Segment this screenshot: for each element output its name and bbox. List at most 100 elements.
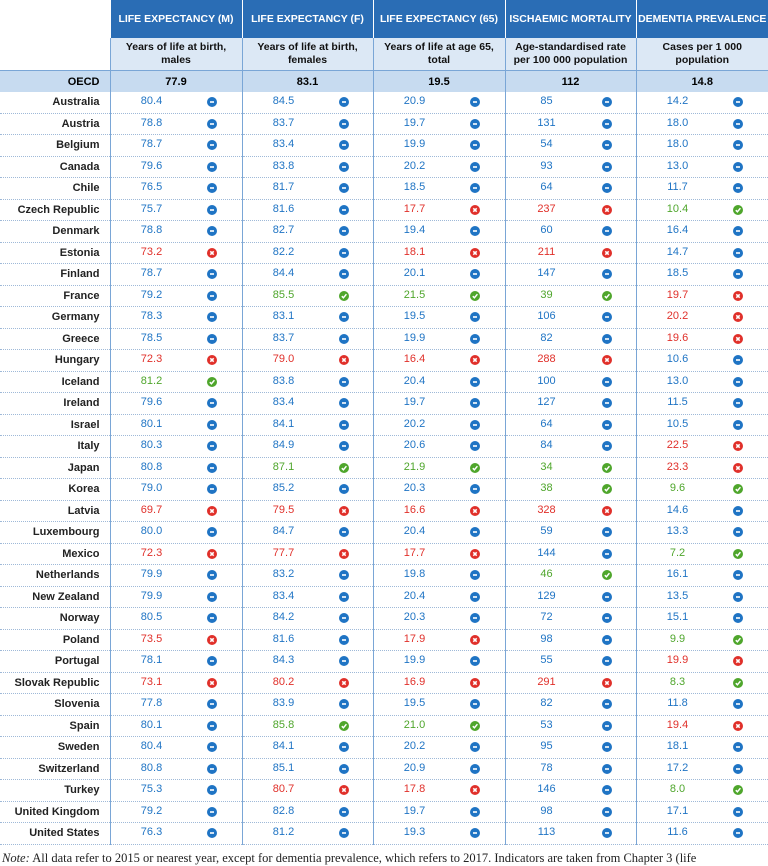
status-icon — [339, 119, 349, 129]
indicator-cell: 80.0 — [110, 522, 242, 544]
indicator-cell: 14.7 — [636, 242, 768, 264]
cell-box: 21.5 — [374, 286, 505, 306]
indicator-cell: 83.1 — [242, 307, 373, 329]
indicator-cell: 16.1 — [636, 565, 768, 587]
status-icon — [733, 828, 743, 838]
cell-value: 18.5 — [637, 267, 719, 279]
country-name: Japan — [0, 457, 110, 479]
indicator-cell: 15.1 — [636, 608, 768, 630]
cell-value: 55 — [506, 654, 588, 666]
cell-value: 13.3 — [637, 525, 719, 537]
cell-value: 84.1 — [243, 418, 325, 430]
cell-value: 13.5 — [637, 590, 719, 602]
icon — [733, 183, 743, 193]
icon — [470, 506, 480, 516]
status-icon — [602, 699, 612, 709]
icon — [339, 527, 349, 537]
cell-value: 19.4 — [374, 224, 456, 236]
icon — [470, 420, 480, 430]
status-icon — [207, 613, 217, 623]
cell-value: 11.7 — [637, 181, 719, 193]
page: {"table":{ "header":[ {"title":"LIFE EXP… — [0, 0, 768, 838]
country-name: Switzerland — [0, 758, 110, 780]
status-icon — [339, 721, 349, 731]
indicator-cell: 17.9 — [373, 629, 505, 651]
cell-value: 83.4 — [243, 138, 325, 150]
cell-box: 18.1 — [637, 737, 768, 757]
icon — [733, 570, 743, 580]
cell-value: 19.7 — [637, 289, 719, 301]
icon — [470, 441, 480, 451]
cell-box: 79.9 — [111, 565, 242, 585]
icon — [733, 162, 743, 172]
cell-box: 20.4 — [374, 522, 505, 542]
cell-value: 79.9 — [111, 590, 193, 602]
status-icon — [339, 420, 349, 430]
indicator-cell: 85 — [505, 92, 636, 113]
cell-box: 18.1 — [374, 243, 505, 263]
cell-value: 17.8 — [374, 783, 456, 795]
cell-box: 131 — [506, 114, 636, 134]
icon — [207, 226, 217, 236]
status-icon — [339, 828, 349, 838]
cell-box: 19.4 — [637, 716, 768, 736]
icon — [470, 807, 480, 817]
status-icon — [733, 269, 743, 279]
indicator-cell: 84.7 — [242, 522, 373, 544]
icon — [339, 463, 349, 473]
icon — [602, 635, 612, 645]
icon — [470, 527, 480, 537]
indicator-cell: 13.3 — [636, 522, 768, 544]
icon — [602, 764, 612, 774]
icon — [207, 721, 217, 731]
icon — [470, 355, 480, 365]
footnote: Note: All data refer to 2015 or nearest … — [0, 845, 768, 866]
cell-value: 9.6 — [637, 482, 719, 494]
cell-box: 328 — [506, 501, 636, 521]
status-icon — [733, 807, 743, 817]
cell-box: 20.4 — [374, 372, 505, 392]
status-icon — [602, 441, 612, 451]
icon — [207, 97, 217, 107]
cell-box: 79.9 — [111, 587, 242, 607]
status-icon — [339, 226, 349, 236]
icon — [339, 592, 349, 602]
cell-value: 18.1 — [374, 246, 456, 258]
cell-value: 20.9 — [374, 762, 456, 774]
indicator-cell: 17.8 — [373, 780, 505, 802]
cell-box: 146 — [506, 780, 636, 800]
indicator-cell: 84.5 — [242, 92, 373, 113]
cell-box: 84.9 — [243, 436, 373, 456]
country-name: Turkey — [0, 780, 110, 802]
indicator-cell: 72.3 — [110, 543, 242, 565]
cell-value: 17.1 — [637, 805, 719, 817]
icon — [207, 248, 217, 258]
status-icon — [339, 463, 349, 473]
cell-box: 20.2 — [374, 157, 505, 177]
icon — [733, 613, 743, 623]
cell-box: 76.3 — [111, 823, 242, 843]
oecd-value: 112 — [505, 71, 636, 93]
cell-value: 18.0 — [637, 138, 719, 150]
country-name: New Zealand — [0, 586, 110, 608]
status-icon — [470, 463, 480, 473]
cell-box: 14.2 — [637, 92, 768, 112]
status-icon — [339, 291, 349, 301]
status-icon — [339, 527, 349, 537]
indicator-cell: 82.8 — [242, 801, 373, 823]
cell-box: 20.2 — [637, 307, 768, 327]
indicator-cell: 13.0 — [636, 156, 768, 178]
cell-value: 83.7 — [243, 332, 325, 344]
cell-value: 80.3 — [111, 439, 193, 451]
indicator-cell: 19.7 — [373, 801, 505, 823]
status-icon — [339, 183, 349, 193]
